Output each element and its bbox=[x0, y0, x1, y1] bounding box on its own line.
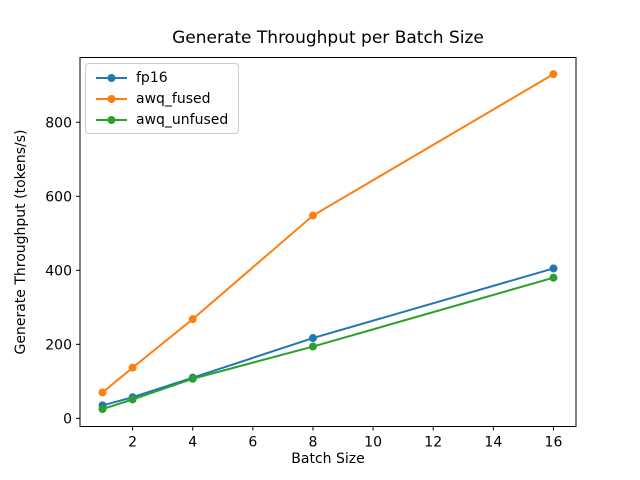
x-tick-label: 8 bbox=[309, 435, 318, 451]
x-tick-label: 4 bbox=[188, 435, 197, 451]
line-marker-swatch bbox=[96, 115, 127, 124]
legend-marker bbox=[107, 73, 116, 82]
data-point-awq_fused bbox=[308, 211, 317, 220]
x-tick-label: 10 bbox=[364, 435, 382, 451]
y-tick-label: 400 bbox=[45, 263, 72, 279]
data-point-fp16 bbox=[549, 264, 558, 273]
legend-label: awq_unfused bbox=[136, 111, 229, 128]
x-tick-label: 12 bbox=[424, 435, 442, 451]
data-point-awq_fused bbox=[188, 315, 197, 324]
x-tick-label: 6 bbox=[248, 435, 257, 451]
data-point-awq_unfused bbox=[308, 342, 317, 351]
y-tick-label: 200 bbox=[45, 337, 72, 353]
legend-marker bbox=[107, 115, 116, 124]
data-point-awq_fused bbox=[98, 388, 107, 397]
chart-title: Generate Throughput per Batch Size bbox=[172, 28, 484, 48]
legend-item-awq-fused: awq_fused bbox=[86, 88, 238, 109]
line-marker-swatch bbox=[96, 73, 127, 82]
legend-item-awq-unfused: awq_unfused bbox=[86, 109, 238, 130]
y-tick-label: 800 bbox=[45, 115, 72, 131]
axes-spines bbox=[79, 57, 577, 427]
legend-label: fp16 bbox=[136, 69, 168, 86]
line-marker-swatch bbox=[96, 94, 127, 103]
x-tick-label: 14 bbox=[484, 435, 502, 451]
data-point-awq_unfused bbox=[549, 273, 558, 282]
legend: fp16 awq_fused awq_unfused bbox=[85, 63, 239, 134]
legend-item-fp16: fp16 bbox=[86, 67, 238, 88]
x-tick-label: 16 bbox=[545, 435, 563, 451]
data-point-fp16 bbox=[308, 334, 317, 343]
data-point-awq_unfused bbox=[98, 405, 107, 414]
x-axis-label: Batch Size bbox=[291, 451, 365, 467]
data-point-awq_unfused bbox=[188, 374, 197, 383]
series-line-awq_unfused bbox=[102, 276, 554, 411]
legend-label: awq_fused bbox=[136, 90, 211, 107]
legend-marker bbox=[107, 94, 116, 103]
x-tick-label: 2 bbox=[128, 435, 137, 451]
y-tick-label: 0 bbox=[63, 411, 72, 427]
y-tick-label: 600 bbox=[45, 189, 72, 205]
data-point-awq_fused bbox=[549, 70, 558, 79]
data-point-awq_fused bbox=[128, 363, 137, 372]
data-point-awq_unfused bbox=[128, 395, 137, 404]
